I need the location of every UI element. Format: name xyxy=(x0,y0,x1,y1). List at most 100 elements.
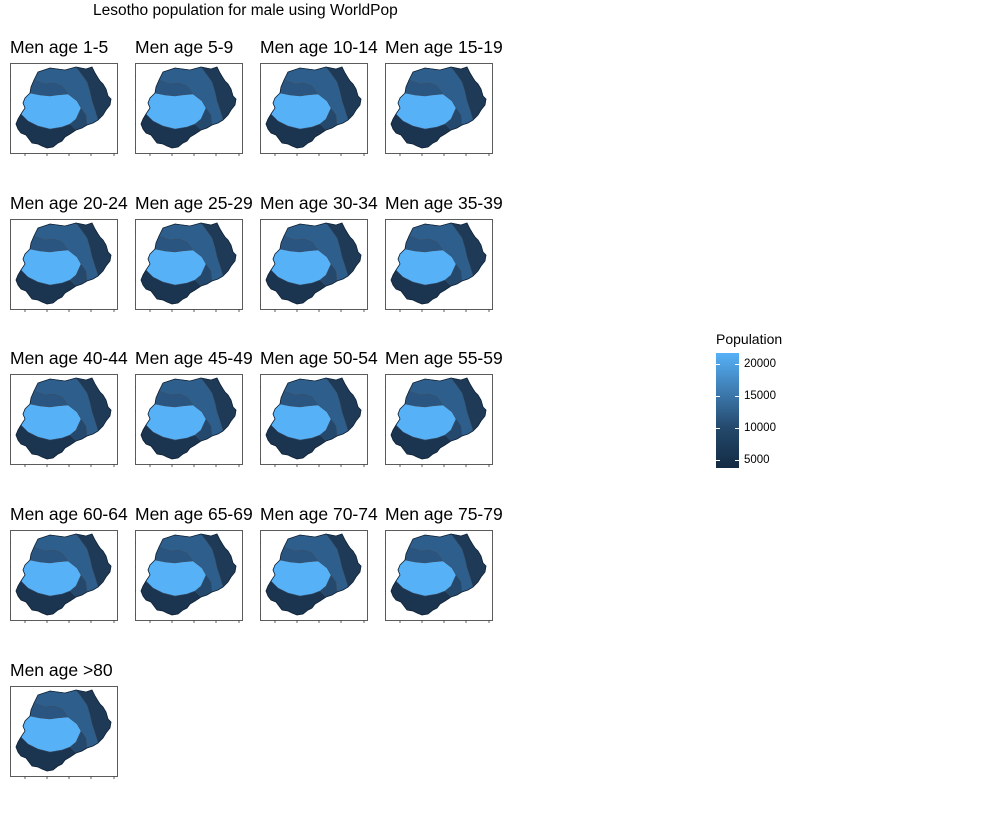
map-panel: Men age 50-54 xyxy=(260,348,385,504)
panel-title: Men age 55-59 xyxy=(385,348,503,368)
country-border xyxy=(15,66,112,149)
lesotho-map xyxy=(385,530,493,623)
legend-tick-left xyxy=(716,460,720,461)
legend-label: 5000 xyxy=(744,454,770,466)
legend-tick-right xyxy=(735,428,739,429)
map-panel: Men age 55-59 xyxy=(385,348,510,504)
district-regions xyxy=(265,66,362,149)
panel-title: Men age >80 xyxy=(10,660,113,680)
country-border xyxy=(390,222,487,305)
district-regions xyxy=(140,222,237,305)
district-regions xyxy=(390,222,487,305)
country-border xyxy=(265,377,362,460)
map-panel: Men age 20-24 xyxy=(10,193,135,349)
district-regions xyxy=(265,533,362,616)
country-border xyxy=(265,533,362,616)
district-regions xyxy=(390,377,487,460)
country-border xyxy=(390,377,487,460)
legend-colorbar xyxy=(716,353,739,468)
lesotho-map xyxy=(385,63,493,156)
legend-tick-right xyxy=(735,364,739,365)
map-panel: Men age 40-44 xyxy=(10,348,135,504)
map-panel: Men age 45-49 xyxy=(135,348,260,504)
lesotho-map xyxy=(385,374,493,467)
map-panel: Men age 25-29 xyxy=(135,193,260,349)
district-regions xyxy=(15,689,112,772)
country-border xyxy=(140,533,237,616)
country-border xyxy=(15,533,112,616)
panel-title: Men age 10-14 xyxy=(260,37,378,57)
legend-title: Population xyxy=(716,331,783,347)
district-regions xyxy=(15,533,112,616)
lesotho-map xyxy=(135,219,243,312)
country-border xyxy=(15,377,112,460)
legend-tick-left xyxy=(716,364,720,365)
lesotho-map xyxy=(10,219,118,312)
district-regions xyxy=(15,222,112,305)
panel-title: Men age 30-34 xyxy=(260,193,378,213)
country-border xyxy=(15,222,112,305)
panel-title: Men age 50-54 xyxy=(260,348,378,368)
panel-title: Men age 65-69 xyxy=(135,504,253,524)
country-border xyxy=(265,222,362,305)
map-panel: Men age 60-64 xyxy=(10,504,135,660)
map-panel: Men age 15-19 xyxy=(385,37,510,193)
district-regions xyxy=(140,377,237,460)
lesotho-map xyxy=(385,219,493,312)
country-border xyxy=(265,66,362,149)
country-border xyxy=(390,533,487,616)
lesotho-map xyxy=(10,374,118,467)
district-regions xyxy=(140,66,237,149)
lesotho-map xyxy=(260,63,368,156)
map-panel: Men age 75-79 xyxy=(385,504,510,660)
panel-title: Men age 40-44 xyxy=(10,348,128,368)
panel-title: Men age 1-5 xyxy=(10,37,109,57)
panel-title: Men age 75-79 xyxy=(385,504,503,524)
legend-tick-left xyxy=(716,396,720,397)
panel-title: Men age 60-64 xyxy=(10,504,128,524)
legend-label: 20000 xyxy=(744,358,776,370)
lesotho-map xyxy=(10,530,118,623)
legend-tick-left xyxy=(716,428,720,429)
lesotho-map xyxy=(260,219,368,312)
population-legend: Population 20000 15000 10000 5000 xyxy=(715,330,835,475)
panel-title: Men age 15-19 xyxy=(385,37,503,57)
panel-title: Men age 70-74 xyxy=(260,504,378,524)
legend-label: 15000 xyxy=(744,390,776,402)
country-border xyxy=(390,66,487,149)
lesotho-map xyxy=(260,530,368,623)
district-regions xyxy=(15,66,112,149)
legend-label: 10000 xyxy=(744,422,776,434)
panel-title: Men age 35-39 xyxy=(385,193,503,213)
district-regions xyxy=(15,377,112,460)
lesotho-map xyxy=(10,686,118,779)
district-regions xyxy=(265,377,362,460)
district-regions xyxy=(390,533,487,616)
lesotho-map xyxy=(135,530,243,623)
district-regions xyxy=(140,533,237,616)
panel-title: Men age 45-49 xyxy=(135,348,253,368)
legend-tick-right xyxy=(735,396,739,397)
country-border xyxy=(140,377,237,460)
lesotho-map xyxy=(260,374,368,467)
district-regions xyxy=(390,66,487,149)
map-panel: Men age 5-9 xyxy=(135,37,260,193)
map-panel: Men age 1-5 xyxy=(10,37,135,193)
map-panel: Men age 70-74 xyxy=(260,504,385,660)
district-regions xyxy=(265,222,362,305)
map-panel: Men age 30-34 xyxy=(260,193,385,349)
country-border xyxy=(140,222,237,305)
country-border xyxy=(140,66,237,149)
panel-title: Men age 25-29 xyxy=(135,193,253,213)
map-panel: Men age 35-39 xyxy=(385,193,510,349)
panel-title: Men age 20-24 xyxy=(10,193,128,213)
lesotho-map xyxy=(135,374,243,467)
chart-title: Lesotho population for male using WorldP… xyxy=(93,2,398,19)
map-panel: Men age 65-69 xyxy=(135,504,260,660)
panel-title: Men age 5-9 xyxy=(135,37,234,57)
legend-tick-right xyxy=(735,460,739,461)
country-border xyxy=(15,689,112,772)
lesotho-map xyxy=(135,63,243,156)
map-panel: Men age >80 xyxy=(10,660,135,816)
lesotho-map xyxy=(10,63,118,156)
